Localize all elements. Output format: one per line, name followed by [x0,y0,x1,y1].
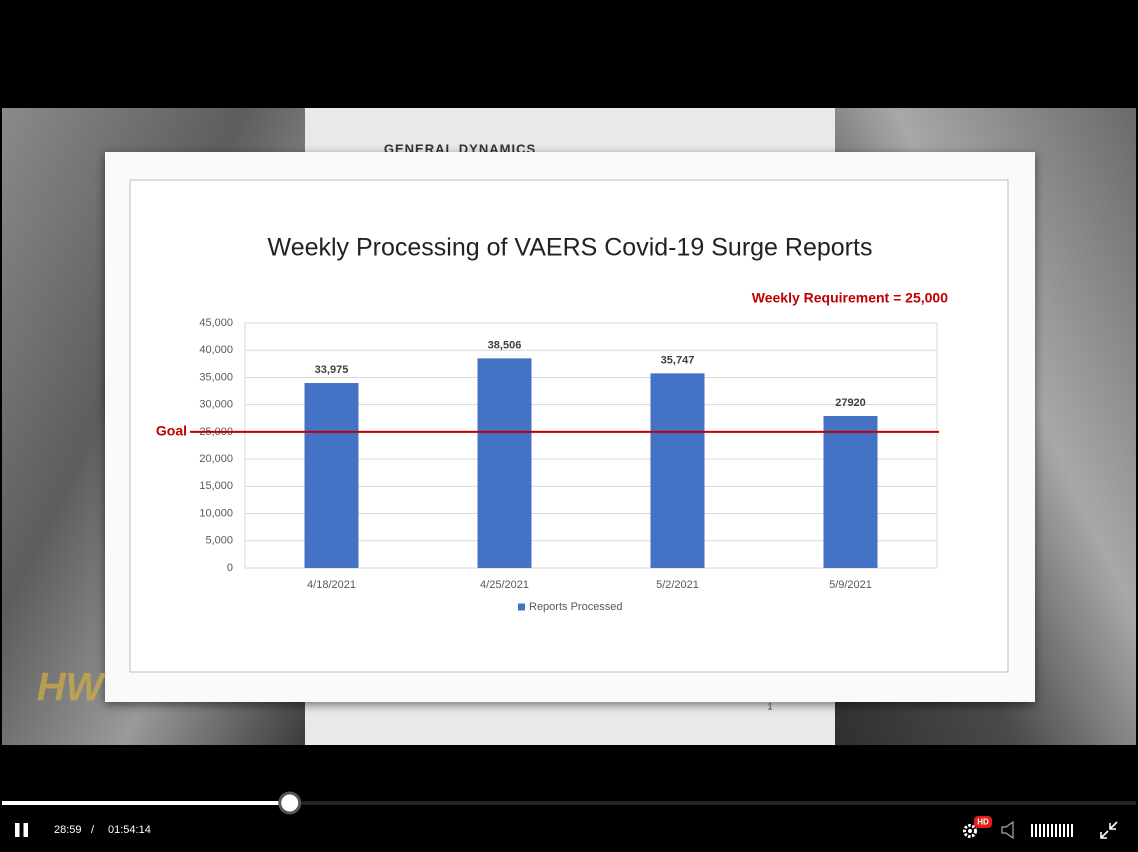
data-label: 27920 [835,397,866,409]
volume-bar [1047,824,1049,837]
volume-bar [1071,824,1073,837]
bar [651,373,705,568]
y-tick-label: 30,000 [199,399,233,411]
legend-label: Reports Processed [529,601,623,613]
volume-bar [1063,824,1065,837]
volume-bar [1059,824,1061,837]
y-tick-label: 45,000 [199,317,233,329]
y-tick-label: 20,000 [199,453,233,465]
hd-badge-text: HD [977,818,989,827]
pause-button[interactable] [15,823,20,837]
bar [824,416,878,568]
x-tick-label: 4/18/2021 [307,579,356,591]
y-tick-label: 15,000 [199,480,233,492]
x-tick-label: 4/25/2021 [480,579,529,591]
y-tick-label: 35,000 [199,371,233,383]
video-player: GENERAL DYNAMICS 1 HW Weekly Processing … [0,0,1138,852]
progress-handle[interactable] [280,793,300,813]
volume-bar [1039,824,1041,837]
logo: HW [37,666,107,710]
x-tick-label: 5/2/2021 [656,579,699,591]
legend-swatch [518,604,525,611]
y-tick-label: 0 [227,562,233,574]
current-time: 28:59 [54,824,82,836]
annotation: Weekly Requirement = 25,000 [752,290,948,306]
data-label: 38,506 [488,339,522,351]
bar [478,358,532,568]
gear-icon [968,829,972,833]
bar [305,383,359,568]
y-tick-label: 10,000 [199,507,233,519]
volume-bar [1055,824,1057,837]
volume-bar [1051,824,1053,837]
page-number: 1 [767,701,772,711]
y-tick-label: 5,000 [205,535,233,547]
goal-label: Goal [156,423,187,439]
data-label: 33,975 [315,364,349,376]
duration: 01:54:14 [108,824,151,836]
volume-bar [1043,824,1045,837]
chart-title: Weekly Processing of VAERS Covid-19 Surg… [268,234,873,262]
data-label: 35,747 [661,354,695,366]
volume-bar [1035,824,1037,837]
x-tick-label: 5/9/2021 [829,579,872,591]
volume-bar [1031,824,1033,837]
pause-button[interactable] [24,823,29,837]
y-tick-label: 40,000 [199,344,233,356]
volume-bar [1067,824,1069,837]
